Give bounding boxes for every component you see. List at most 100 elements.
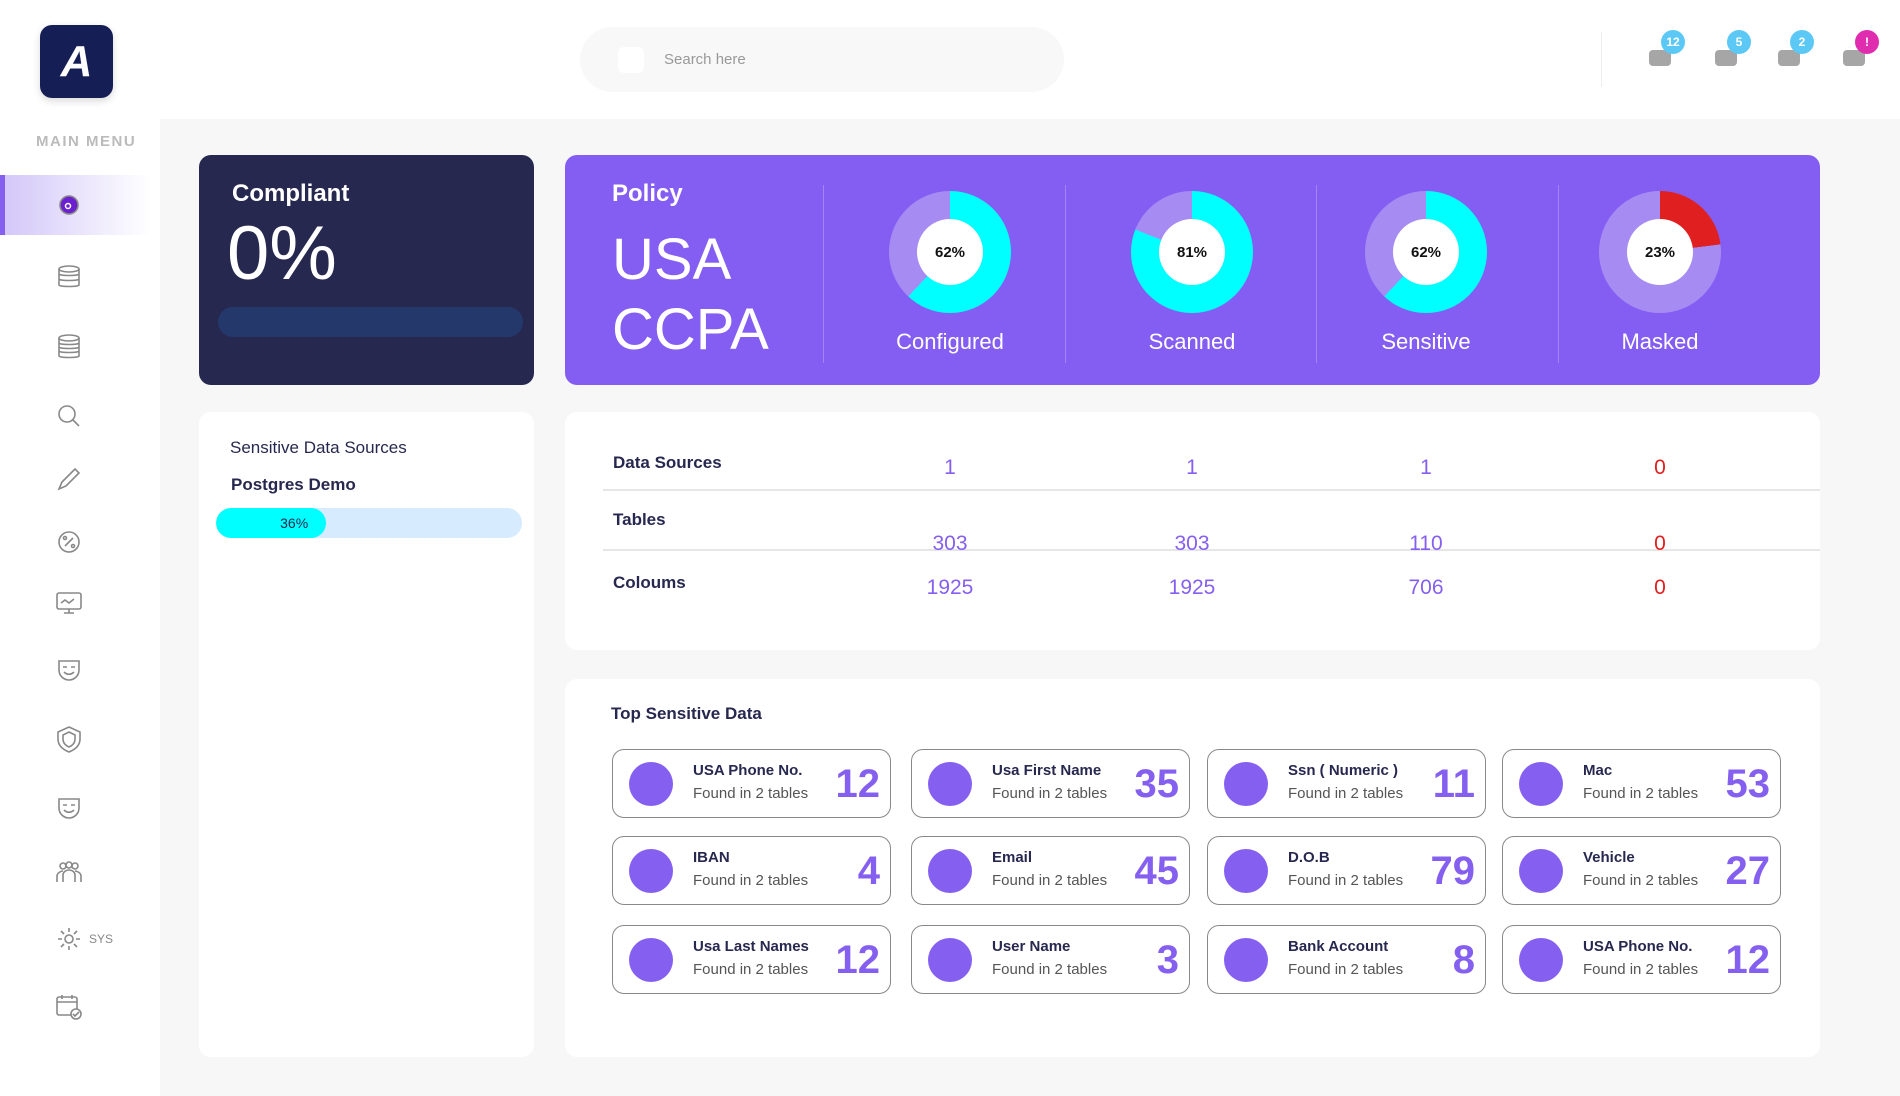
policy-title: Policy (612, 180, 683, 207)
chip-subtitle: Found in 2 tables (992, 785, 1108, 802)
sidebar-item-gear[interactable]: SYS (0, 909, 150, 969)
chat-icon (1778, 50, 1800, 66)
row-divider (603, 549, 1820, 551)
compliant-value: 0% (227, 211, 337, 296)
donut-hole: 23% (1627, 219, 1693, 285)
row-divider (603, 489, 1820, 491)
chip-name: Usa First Name (992, 762, 1102, 779)
briefcase-button[interactable]: ! (1839, 30, 1879, 70)
sensitive-data-chip[interactable]: Mac Found in 2 tables 53 (1502, 749, 1781, 818)
chip-subtitle: Found in 2 tables (992, 961, 1108, 978)
stats-row: Tables 303 303 110 0 (565, 510, 1782, 570)
sensitive-data-chip[interactable]: D.O.B Found in 2 tables 79 (1207, 836, 1486, 905)
sidebar-item-monitor-chart[interactable] (0, 573, 150, 633)
search-icon (618, 46, 644, 73)
chip-name: Email (992, 849, 1033, 866)
sensitive-data-chip[interactable]: Ssn ( Numeric ) Found in 2 tables 11 (1207, 749, 1486, 818)
donut-configured: 62% (889, 191, 1011, 313)
donut-label: Scanned (1148, 329, 1236, 354)
chip-dot-icon (1519, 938, 1563, 982)
chip-name: Ssn ( Numeric ) (1288, 762, 1399, 779)
main-menu-title: MAIN MENU (36, 133, 137, 150)
chip-subtitle: Found in 2 tables (693, 872, 809, 889)
shield-icon (57, 726, 81, 753)
bell-icon (1649, 50, 1671, 66)
donut-masked: 23% (1599, 191, 1721, 313)
search-bar[interactable] (580, 27, 1064, 92)
chip-count: 35 (1134, 762, 1180, 806)
sidebar-item-mask[interactable] (0, 640, 150, 700)
chip-count: 8 (1452, 938, 1475, 982)
sensitive-data-chip[interactable]: IBAN Found in 2 tables 4 (612, 836, 891, 905)
dashboard-icon (59, 195, 79, 215)
row-value: 706 (1408, 576, 1444, 599)
bell-button[interactable]: 12 (1645, 30, 1685, 70)
chip-dot-icon (928, 762, 972, 806)
source-name[interactable]: Postgres Demo (231, 475, 356, 494)
donut-value: 62% (1410, 243, 1442, 261)
sensitive-data-chip[interactable]: User Name Found in 2 tables 3 (911, 925, 1190, 994)
sidebar (0, 119, 160, 1096)
sidebar-item-calendar-check[interactable] (0, 977, 150, 1037)
chip-count: 11 (1432, 762, 1475, 806)
chip-name: USA Phone No. (1583, 938, 1693, 955)
sensitive-data-chip[interactable]: Bank Account Found in 2 tables 8 (1207, 925, 1486, 994)
stats-row: Data Sources 1 1 1 0 (565, 450, 1782, 510)
users-icon (56, 861, 82, 882)
monitor-chart-icon (56, 592, 82, 614)
sidebar-item-shield[interactable] (0, 709, 150, 769)
sidebar-item-database[interactable] (0, 247, 150, 307)
chip-subtitle: Found in 2 tables (1583, 785, 1699, 802)
sidebar-item-users[interactable] (0, 842, 150, 902)
chip-dot-icon (1224, 762, 1268, 806)
chip-count: 12 (835, 762, 881, 806)
percent-cycle-icon (58, 531, 80, 553)
sidebar-item-search[interactable] (0, 386, 150, 446)
sensitive-data-chip[interactable]: USA Phone No. Found in 2 tables 12 (1502, 925, 1781, 994)
sensitive-data-chip[interactable]: Usa First Name Found in 2 tables 35 (911, 749, 1190, 818)
donut-value: 81% (1176, 243, 1208, 261)
sidebar-item-pencil[interactable] (0, 449, 150, 509)
row-value: 0 (1654, 456, 1666, 479)
donut-label: Sensitive (1381, 329, 1471, 354)
chip-count: 79 (1430, 849, 1476, 893)
chip-dot-icon (1519, 849, 1563, 893)
notification-badge: ! (1855, 30, 1879, 54)
app-logo[interactable]: A (40, 25, 113, 98)
search-input[interactable] (664, 51, 1044, 68)
sidebar-item-mask[interactable] (0, 778, 150, 838)
top-sensitive-title: Top Sensitive Data (611, 704, 762, 723)
gift-icon (1715, 50, 1737, 66)
row-value: 1 (1186, 456, 1198, 479)
sensitive-data-chip[interactable]: Email Found in 2 tables 45 (911, 836, 1190, 905)
chip-count: 27 (1725, 849, 1771, 893)
sidebar-item-database-stack[interactable] (0, 317, 150, 377)
compliant-title: Compliant (232, 180, 350, 207)
header-divider (1601, 32, 1602, 87)
gift-button[interactable]: 5 (1711, 30, 1751, 70)
top-sensitive-card: Top Sensitive Data USA Phone No. Found in… (565, 679, 1820, 1057)
row-value: 1925 (1168, 576, 1216, 599)
chip-count: 12 (1725, 938, 1771, 982)
compliant-progress-bar (218, 307, 523, 337)
chat-button[interactable]: 2 (1774, 30, 1814, 70)
chip-count: 45 (1134, 849, 1180, 893)
chip-subtitle: Found in 2 tables (992, 872, 1108, 889)
sidebar-item-percent-cycle[interactable] (0, 512, 150, 572)
chip-name: Usa Last Names (693, 938, 809, 955)
sensitive-data-chip[interactable]: Vehicle Found in 2 tables 27 (1502, 836, 1781, 905)
briefcase-icon (1843, 50, 1865, 66)
donut-hole: 81% (1159, 219, 1225, 285)
sensitive-data-chip[interactable]: Usa Last Names Found in 2 tables 12 (612, 925, 891, 994)
chip-subtitle: Found in 2 tables (693, 785, 809, 802)
row-value: 0 (1654, 532, 1666, 555)
sensitive-data-chip[interactable]: USA Phone No. Found in 2 tables 12 (612, 749, 891, 818)
notification-badge: 2 (1790, 30, 1814, 54)
row-value: 1925 (926, 576, 974, 599)
source-progress-text: 36% (280, 515, 309, 531)
mask-icon (58, 798, 80, 819)
row-value: 0 (1654, 576, 1666, 599)
sidebar-item-dashboard[interactable] (0, 175, 150, 235)
chip-name: Bank Account (1288, 938, 1389, 955)
chip-name: User Name (992, 938, 1071, 955)
